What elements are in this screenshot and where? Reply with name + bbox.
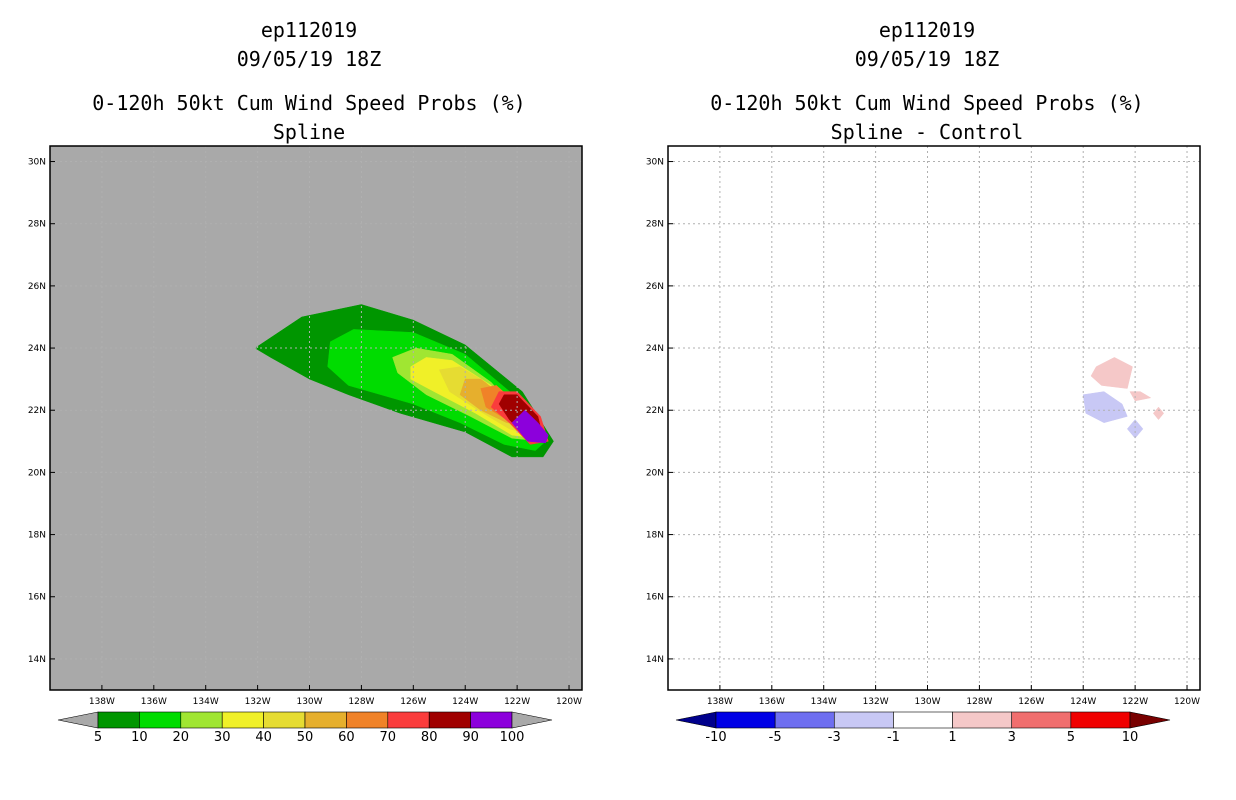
chart-subtitle: Spline [272, 120, 346, 144]
colorbar-right-arrow [511, 711, 553, 729]
colorbar-left-arrow [57, 711, 99, 729]
colorbar-label: 50 [297, 730, 314, 745]
colorbar-swatch-4 [263, 711, 306, 729]
colorbar-label: 40 [255, 730, 272, 745]
colorbar-swatch-1 [139, 711, 182, 729]
contour-level-minus1-4 [1126, 419, 1144, 439]
colorbar-label: 5 [1067, 730, 1075, 745]
colorbar-label: -5 [769, 730, 782, 745]
y-tick-label: 28N [646, 220, 664, 230]
x-tick-label: 136W [759, 697, 785, 707]
colorbar-swatch-6 [346, 711, 389, 729]
y-tick-label: 16N [28, 593, 46, 603]
colorbar-left-arrow [675, 711, 717, 729]
x-tick-label: 136W [141, 697, 167, 707]
x-tick-label: 122W [504, 697, 530, 707]
colorbar-swatch-0 [97, 711, 140, 729]
plot-frame [49, 145, 583, 691]
y-tick-label: 28N [28, 220, 46, 230]
x-tick-label: 138W [707, 697, 733, 707]
contour-level-1-2 [1152, 406, 1165, 420]
x-tick-label: 126W [400, 697, 426, 707]
colorbar-swatch-2 [180, 711, 223, 729]
colorbar-swatch-4 [952, 711, 1013, 729]
y-tick-label: 30N [646, 158, 664, 168]
x-tick-label: 138W [89, 697, 115, 707]
colorbar-label: 100 [500, 730, 525, 745]
x-tick-label: 132W [245, 697, 271, 707]
colorbar-swatch-8 [428, 711, 471, 729]
colorbar-label: 60 [338, 730, 355, 745]
y-tick-label: 26N [646, 282, 664, 292]
chart-title-storm: ep112019 [878, 18, 976, 42]
colorbar-label: 5 [94, 730, 102, 745]
colorbar-swatch-5 [1011, 711, 1072, 729]
chart-plot-difference: 138W 136W 134W 132W 130W 128W 126W 124W 122W 120W… [646, 145, 1201, 745]
y-tick-label: 16N [646, 593, 664, 603]
x-tick-label: 126W [1018, 697, 1044, 707]
colorbar-label: -10 [705, 730, 726, 745]
x-tick-label: 132W [863, 697, 889, 707]
x-tick-label: 130W [914, 697, 940, 707]
y-tick-label: 24N [646, 344, 664, 354]
x-tick-label: 134W [811, 697, 837, 707]
chart-title-date: 09/05/19 18Z [854, 47, 1000, 71]
y-tick-label: 18N [28, 531, 46, 541]
colorbar-swatch-2 [833, 711, 894, 729]
contour-level-1-1 [1129, 391, 1152, 402]
colorbar-swatch-1 [774, 711, 835, 729]
colorbar-label: 10 [131, 730, 148, 745]
chart-panel-difference: ep112019 09/05/19 18Z 0-120h 50kt Cum Wi… [618, 0, 1236, 800]
x-tick-label: 134W [193, 697, 219, 707]
colorbar-label: 20 [173, 730, 190, 745]
chart-plot-spline: 138W 136W 134W 132W 130W 128W 126W 124W 122W 120W… [28, 145, 583, 745]
contour-level-90-9 [511, 409, 549, 444]
y-tick-label: 30N [28, 158, 46, 168]
x-tick-label: 120W [556, 697, 582, 707]
plot-frame [667, 145, 1201, 691]
chart-title-product: 0-120h 50kt Cum Wind Speed Probs (%) [92, 91, 526, 115]
colorbar-label: -1 [887, 730, 900, 745]
y-tick-label: 14N [646, 655, 664, 665]
x-tick-label: 128W [348, 697, 374, 707]
contour-level-minus1-3 [1082, 391, 1128, 423]
colorbar-swatch-0 [715, 711, 776, 729]
contour-level-1-0 [1090, 357, 1133, 389]
y-tick-label: 14N [28, 655, 46, 665]
colorbar-label: 1 [948, 730, 956, 745]
colorbar-label: 3 [1008, 730, 1016, 745]
x-tick-label: 128W [966, 697, 992, 707]
colorbar-swatch-7 [387, 711, 430, 729]
colorbar-swatch-5 [304, 711, 347, 729]
colorbar-swatch-3 [221, 711, 264, 729]
x-tick-label: 120W [1174, 697, 1200, 707]
x-tick-label: 124W [452, 697, 478, 707]
colorbar-right-arrow [1129, 711, 1171, 729]
y-tick-label: 26N [28, 282, 46, 292]
x-tick-label: 124W [1070, 697, 1096, 707]
chart-subtitle: Spline - Control [830, 120, 1024, 144]
colorbar-label: -3 [828, 730, 841, 745]
colorbar-label: 80 [421, 730, 438, 745]
y-tick-label: 22N [646, 406, 664, 416]
colorbar-swatch-9 [470, 711, 513, 729]
colorbar-label: 70 [380, 730, 397, 745]
chart-title-storm: ep112019 [260, 18, 358, 42]
colorbar-swatch-3 [893, 711, 953, 729]
colorbar-label: 10 [1122, 730, 1139, 745]
colorbar-swatch-6 [1070, 711, 1131, 729]
y-tick-label: 20N [646, 468, 664, 478]
x-tick-label: 122W [1122, 697, 1148, 707]
chart-title-product: 0-120h 50kt Cum Wind Speed Probs (%) [710, 91, 1144, 115]
y-tick-label: 22N [28, 406, 46, 416]
colorbar-label: 90 [462, 730, 479, 745]
chart-panel-spline: ep112019 09/05/19 18Z 0-120h 50kt Cum Wi… [28, 18, 583, 745]
y-tick-label: 18N [646, 531, 664, 541]
chart-title-date: 09/05/19 18Z [236, 47, 382, 71]
y-tick-label: 24N [28, 344, 46, 354]
y-tick-label: 20N [28, 468, 46, 478]
x-tick-label: 130W [296, 697, 322, 707]
colorbar-label: 30 [214, 730, 231, 745]
